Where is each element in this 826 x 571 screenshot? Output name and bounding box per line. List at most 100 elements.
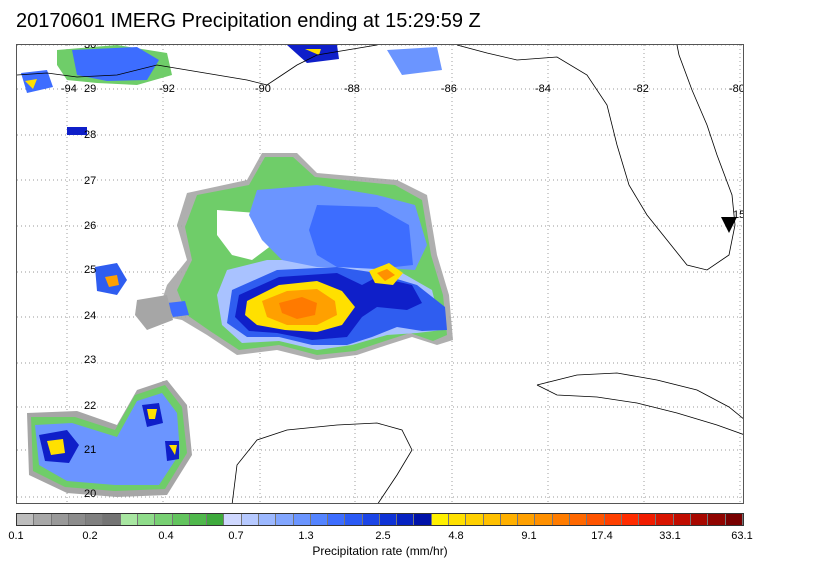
lat-label: 21 (84, 444, 97, 456)
colorbar-segment (276, 514, 294, 525)
lon-label: -88 (344, 83, 360, 95)
colorbar-segment (51, 514, 69, 525)
lat-label: 25 (84, 264, 97, 276)
colorbar-tick: 0.1 (8, 530, 24, 542)
precip-left-gray (135, 295, 173, 330)
colorbar-segment (189, 514, 208, 525)
lat-label: 22 (84, 400, 97, 412)
lon-label: -92 (159, 83, 175, 95)
colorbar-segment (656, 514, 674, 525)
coastlines (17, 45, 743, 503)
precip-bl-core3 (165, 441, 179, 461)
colorbar-segment (690, 514, 709, 525)
lat-label: 28 (84, 129, 97, 141)
precipitation-overlay (21, 45, 453, 497)
lon-label: -82 (633, 83, 649, 95)
lon-label: -84 (535, 83, 551, 95)
precip-left-small (167, 301, 189, 317)
lon-label: -90 (255, 83, 271, 95)
precip-corner-yellow (25, 79, 37, 89)
colorbar-segment (310, 514, 329, 525)
colorbar-title: Precipitation rate (mm/hr) (312, 544, 448, 558)
colorbar-segment (68, 514, 87, 525)
lat-label: 27 (84, 175, 97, 187)
precip-28-blue (67, 127, 87, 135)
colorbar-segment (500, 514, 519, 525)
colorbar-segment (137, 514, 156, 525)
lon-label: -80 (729, 83, 744, 95)
colorbar-tick: 1.3 (298, 530, 314, 542)
precip-bl-yellow (47, 439, 65, 455)
map-svg (17, 45, 743, 503)
colorbar-segment (483, 514, 501, 525)
colorbar-tick: 63.1 (731, 530, 753, 542)
precip-blue-band (309, 205, 413, 269)
colorbar-segment (224, 514, 242, 525)
colorbar-tick: 2.5 (375, 530, 391, 542)
colorbar-segment (241, 514, 259, 525)
colorbar-segment (535, 514, 553, 525)
colorbar-tick: 0.2 (82, 530, 98, 542)
lat-label: 24 (84, 310, 97, 322)
colorbar-segment (552, 514, 570, 525)
colorbar-segment (17, 514, 35, 525)
colorbar-segment (328, 514, 346, 525)
yucatan-coast (231, 422, 413, 503)
precip-bl-core3-yellow (169, 445, 177, 455)
precip-left-core (105, 275, 119, 287)
lat-label: 26 (84, 220, 97, 232)
precip-corner-blue (21, 70, 53, 93)
precip-red-core (279, 297, 317, 319)
lat-label: 29 (84, 83, 97, 95)
colorbar-tick: 0.4 (158, 530, 174, 542)
colorbar-segment (345, 514, 363, 525)
colorbar-segment (293, 514, 311, 525)
colorbar-segment (431, 514, 450, 525)
precipitation-map: -94 -92 -90 -88 -86 -84 -82 -80 30 29 28… (16, 44, 744, 504)
colorbar-segment (414, 514, 432, 525)
lon-label: -94 (61, 83, 77, 95)
colorbar-tick: 4.8 (448, 530, 464, 542)
colorbar-segment (570, 514, 588, 525)
orbit-time-label: 15:29:52 (733, 209, 743, 221)
gulf-coast-north (17, 45, 378, 86)
colorbar-segment (362, 514, 380, 525)
colorbar-segment (397, 514, 415, 525)
colorbar-segment (518, 514, 536, 525)
lat-label: 30 (84, 44, 97, 51)
colorbar-segment (172, 514, 190, 525)
precip-top-blue (72, 47, 159, 81)
colorbar-segment (103, 514, 121, 525)
colorbar-segment (86, 514, 104, 525)
colorbar-tick: 17.4 (591, 530, 613, 542)
florida-coast (456, 45, 736, 271)
colorbar-segment (120, 514, 138, 525)
colorbar-segment (34, 514, 52, 525)
page-title: 20170601 IMERG Precipitation ending at 1… (16, 10, 481, 32)
colorbar-segment (639, 514, 657, 525)
colorbar-segment (587, 514, 605, 525)
cuba-coast (536, 372, 743, 435)
precip-bl-core2-yellow (147, 409, 157, 419)
colorbar-segment (673, 514, 691, 525)
colorbar-segment (379, 514, 398, 525)
colorbar-tick: 0.7 (228, 530, 244, 542)
orbit-marker-icon (721, 217, 737, 233)
colorbar-segment (466, 514, 484, 525)
colorbar-segment (155, 514, 173, 525)
colorbar-tick: 33.1 (659, 530, 681, 542)
lon-label: -86 (441, 83, 457, 95)
precip-top-far-right (387, 47, 442, 75)
colorbar-segment (449, 514, 467, 525)
precip-top-right-blue (287, 45, 339, 63)
colorbar-segment (207, 514, 225, 525)
precip-orange-small (377, 269, 395, 281)
lat-label: 20 (84, 488, 97, 500)
colorbar-segment (708, 514, 726, 525)
colorbar-segment (725, 514, 743, 525)
colorbar-segment (258, 514, 277, 525)
colorbar-tick: 9.1 (521, 530, 537, 542)
precip-bl-blue (35, 393, 180, 485)
colorbar-segment (604, 514, 622, 525)
colorbar-segment (621, 514, 640, 525)
